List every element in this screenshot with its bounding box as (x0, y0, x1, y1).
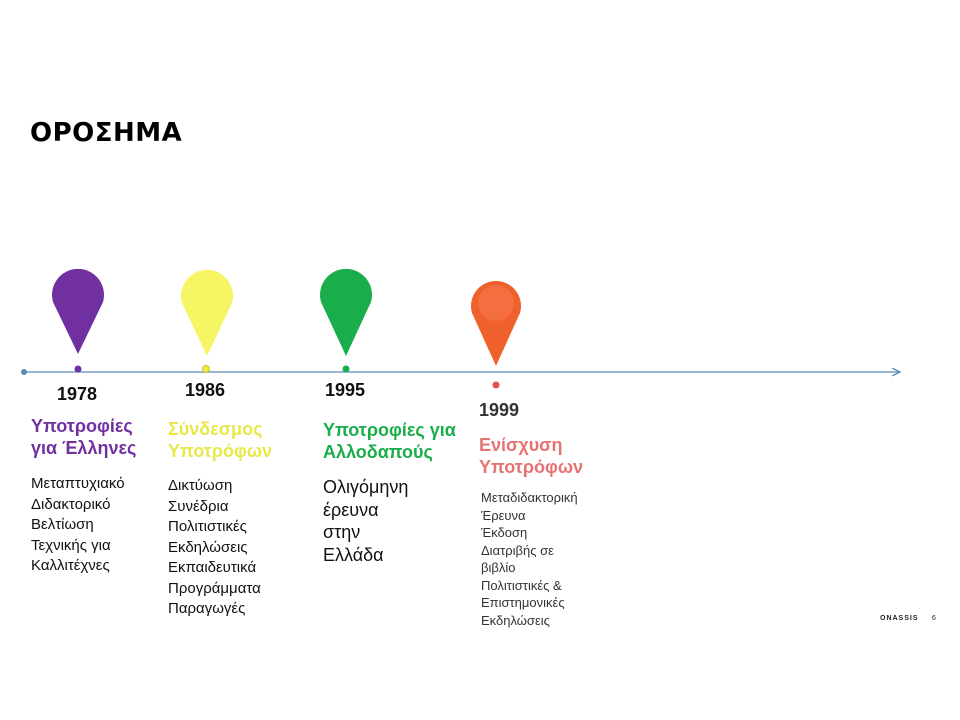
items-1986: Δικτύωση Συνέδρια Πολιτιστικές Εκδηλώσει… (168, 477, 261, 617)
items-1999: Μεταδιδακτορική Έρευνα Έκδοση Διατριβής … (481, 490, 578, 628)
pin-1978-marker (51, 268, 104, 354)
year-1978: 1978 (57, 384, 98, 404)
onassis-logo: ONASSIS (880, 615, 919, 622)
page-number: 6 (932, 615, 936, 622)
year-1986: 1986 (185, 380, 226, 400)
slide-title: ΟΡΟΣΗΜΑ (30, 118, 183, 148)
pin-1999-dot (492, 381, 500, 389)
pin-1995-marker (320, 268, 372, 356)
pin-1986-dot (202, 365, 210, 373)
pin-1995-dot (342, 365, 350, 373)
heading-1986: Σύνδεσμος Υποτρόφων (168, 419, 273, 461)
timeline-start-dot (21, 369, 27, 375)
heading-1978: Υποτροφίες για Έλληνες (31, 416, 137, 458)
pin-1986-marker (181, 269, 233, 356)
items-1978: Μεταπτυχιακό Διδακτορικό Βελτίωση Τεχνικ… (31, 475, 125, 574)
pin-1978-dot (74, 365, 82, 373)
pin-1999-marker-highlight (478, 285, 514, 321)
heading-1995: Υποτροφίες για Αλλοδαπούς (323, 420, 456, 462)
year-1999: 1999 (479, 400, 520, 420)
items-1995: Ολιγόμηνη έρευνα στην Ελλάδα (323, 477, 409, 565)
heading-1999: Ενίσχυση Υποτρόφων (479, 435, 584, 477)
year-1995: 1995 (325, 380, 366, 400)
